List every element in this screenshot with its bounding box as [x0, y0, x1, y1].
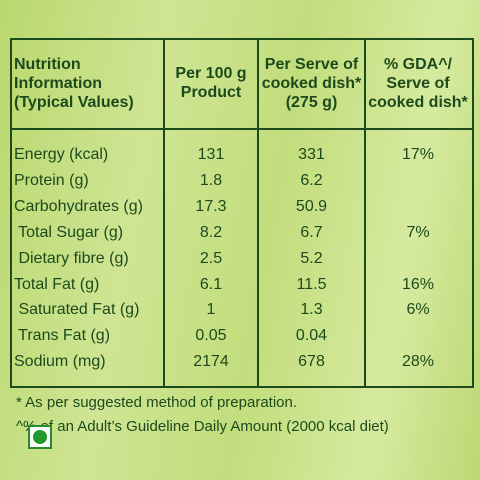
- header-cell: Product: [180, 84, 242, 101]
- value-cell: 2174: [193, 353, 229, 371]
- value-cell: 17.3: [195, 197, 227, 215]
- value-cell: 1: [206, 301, 216, 319]
- value-cell: 6%: [406, 301, 430, 319]
- row-label: Total Fat (g): [14, 275, 100, 293]
- footnote: * As per suggested method of preparation…: [16, 394, 298, 411]
- header-cell: cooked dish*: [261, 75, 362, 92]
- value-cell: 50.9: [295, 197, 328, 215]
- value-cell: 6.1: [199, 275, 223, 293]
- header-cell: cooked dish*: [368, 94, 468, 111]
- header-cell: Serve of: [386, 75, 450, 92]
- value-cell: 11.5: [296, 275, 327, 293]
- header-cell: Nutrition: [14, 56, 81, 73]
- table-border: [10, 38, 474, 388]
- column-rule: [163, 38, 165, 386]
- value-cell: 131: [197, 146, 225, 163]
- value-cell: 17%: [401, 146, 435, 163]
- value-cell: 8.2: [199, 223, 223, 241]
- value-cell: 331: [298, 146, 325, 163]
- header-cell: Per 100 g: [175, 65, 247, 82]
- value-cell: 1.3: [300, 301, 323, 319]
- column-rule: [257, 38, 259, 386]
- value-cell: 5.2: [300, 249, 323, 267]
- value-cell: 6.2: [300, 171, 323, 189]
- value-cell: 6.7: [300, 223, 323, 241]
- header-cell: (Typical Values): [14, 94, 134, 111]
- value-cell: 7%: [406, 223, 430, 241]
- header-rule: [10, 128, 474, 130]
- row-label: Sodium (mg): [14, 353, 106, 371]
- header-cell: Per Serve of: [264, 56, 359, 73]
- value-cell: 1.8: [199, 171, 223, 189]
- value-cell: 0.05: [195, 327, 227, 345]
- footnote: ^% of an Adult’s Guideline Daily Amount …: [16, 418, 389, 435]
- row-label: Trans Fat (g): [14, 327, 111, 345]
- header-cell: % GDA^/: [383, 56, 452, 73]
- header-cell: Information: [14, 75, 102, 92]
- header-cell: (275 g): [285, 94, 338, 111]
- column-rule: [364, 38, 366, 386]
- row-label: Total Sugar (g): [14, 223, 124, 241]
- value-cell: 2.5: [199, 249, 223, 267]
- value-cell: 678: [298, 353, 325, 371]
- row-label: Protein (g): [14, 171, 89, 189]
- row-label: Dietary fibre (g): [14, 249, 129, 267]
- value-cell: 0.04: [295, 327, 328, 345]
- row-label: Energy (kcal): [14, 146, 109, 163]
- row-label: Carbohydrates (g): [14, 197, 143, 215]
- value-cell: 28%: [401, 353, 435, 371]
- row-label: Saturated Fat (g): [14, 301, 140, 319]
- value-cell: 16%: [401, 275, 435, 293]
- veg-icon: [28, 425, 52, 449]
